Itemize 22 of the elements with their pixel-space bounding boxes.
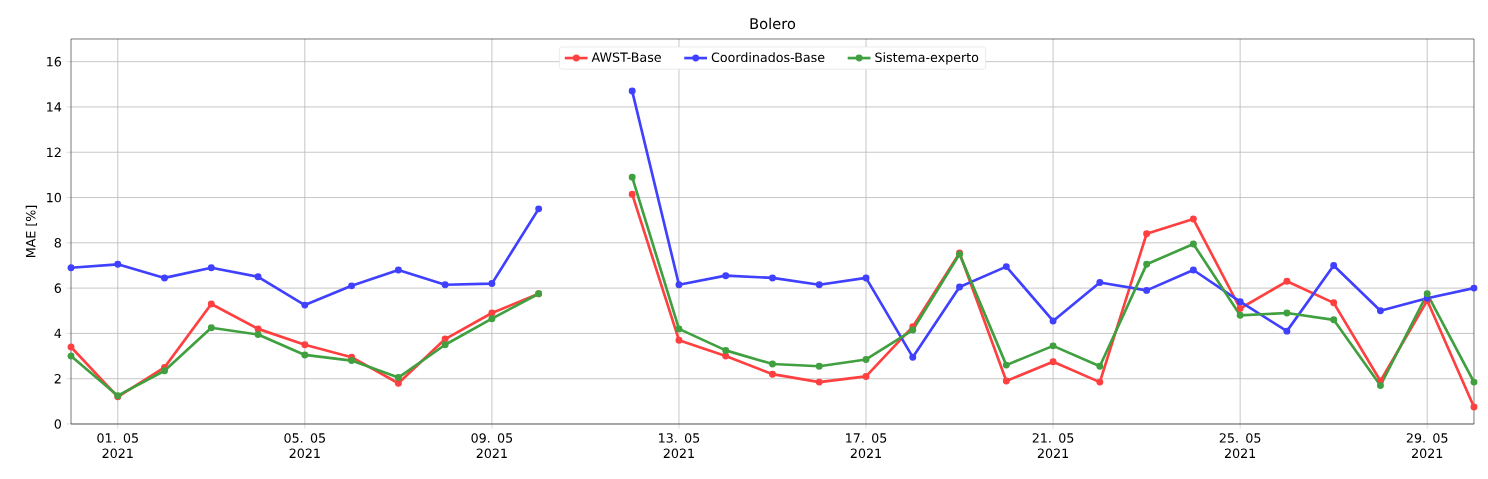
y-tick-label: 2 [54,374,61,384]
x-tick-label: 13. 05 2021 [659,433,700,459]
x-tick-label: 25. 05 2021 [1219,433,1261,459]
y-tick-label: 0 [54,419,62,429]
x-tick-label: 09. 05 2021 [471,433,513,459]
x-tick-label: 21. 05 2021 [1032,433,1074,459]
legend-label: Sistema-experto [875,52,979,65]
x-tick-label: 17. 05 2021 [846,433,887,459]
x-tick-label: 01. 05 2021 [97,433,138,459]
y-tick-label: 8 [54,238,61,248]
x-tick-label: 05. 05 2021 [284,433,326,459]
x-tick-label: 29. 05 2021 [1406,433,1448,459]
y-tick-label: 16 [47,56,62,67]
y-tick-label: 6 [54,283,62,293]
legend-label: AWST-Base [591,52,661,62]
y-tick-label: 10 [47,192,61,203]
y-axis-title: MAE [%] [25,205,38,258]
legend-label: Coordinados-Base [711,52,825,63]
chart-title: Bolero [750,17,796,30]
y-tick-label: 4 [54,328,62,339]
y-tick-label: 14 [47,102,62,112]
y-tick-label: 12 [47,147,61,157]
